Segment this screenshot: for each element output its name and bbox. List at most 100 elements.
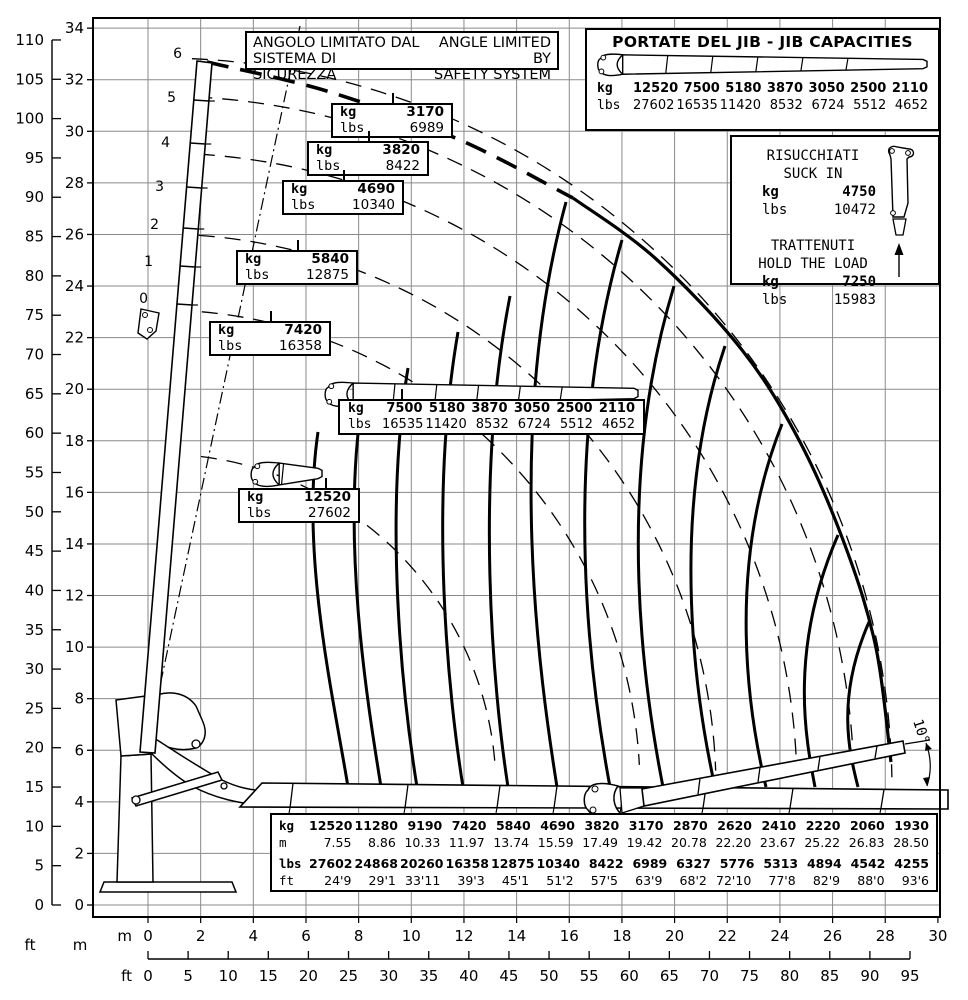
extension-curve	[311, 431, 350, 788]
axis-tick-label: 28	[65, 174, 84, 192]
table-cell: 5512	[853, 98, 887, 113]
axis-tick-label: 15	[259, 967, 278, 985]
axis-tick-label: 85	[25, 228, 44, 246]
axis-tick-label: 70	[25, 346, 44, 364]
left-m-unit-label: m	[73, 936, 88, 954]
axis-tick-label: 2	[196, 927, 206, 945]
axis-tick-label: 8	[354, 927, 364, 945]
table-cell: 27602	[633, 98, 675, 113]
boom-extension-mark: 1	[144, 254, 153, 270]
boom-extension-mark: 6	[173, 46, 182, 62]
lbs-label: lbs	[291, 196, 316, 213]
bottom-ft-unit-label: ft	[121, 967, 132, 985]
table-cell: 2870	[672, 818, 708, 833]
extension-curve	[352, 401, 383, 788]
extension-curve	[636, 285, 676, 788]
load-arc	[198, 153, 798, 768]
axis-tick-label: 35	[25, 621, 44, 639]
table-cell: 6989	[632, 856, 668, 871]
axis-tick-label: 95	[900, 967, 919, 985]
jib-capacities-lbs-row: lbs 27602 16535 11420 8532 6724 5512 4652	[595, 97, 930, 114]
suck-in-lbs-value: 10472	[833, 202, 876, 218]
jib-icon-12520	[250, 461, 323, 488]
table-cell: 1930	[894, 818, 929, 833]
label-tick	[392, 93, 394, 103]
outreach-kg-row: kg 12520 11280 9190 7420 5840 4690 3820 3170 2870…	[277, 817, 931, 834]
safety-note-italian: ANGOLO LIMITATO DAL SISTEMA DI SICUREZZA	[253, 35, 420, 83]
table-cell: 23.67	[759, 835, 796, 850]
axis-tick-label: 55	[580, 967, 599, 985]
table-cell: 4894	[806, 856, 842, 871]
axis-tick-label: 25	[25, 699, 44, 717]
axis-tick-label: 20	[25, 739, 44, 757]
kg-label: kg	[245, 251, 262, 267]
axis-tick-label: 34	[65, 19, 84, 37]
table-cell: 25.22	[804, 835, 841, 850]
suck-in-kg-value: 4750	[842, 184, 876, 200]
kg-value: 3170	[406, 104, 444, 120]
axis-tick-label: 0	[34, 896, 44, 914]
table-cell: 2410	[761, 818, 797, 833]
table-cell: 82'9	[812, 873, 841, 888]
axis-tick-label: 90	[25, 188, 44, 206]
table-cell: 20.78	[671, 835, 707, 850]
crane-part	[116, 753, 154, 883]
table-cell: 3050	[808, 81, 845, 96]
table-cell: 5776	[719, 856, 755, 871]
table-cell: 6327	[676, 856, 711, 871]
table-cell: 63'9	[635, 873, 663, 888]
axis-tick-label: 22	[718, 927, 737, 945]
vertical-jib-icon	[888, 145, 915, 277]
kg-label: kg	[291, 181, 308, 197]
axis-tick-label: 12	[454, 927, 473, 945]
table-cell: 6724	[517, 417, 551, 432]
boom-extension-mark: 3	[155, 179, 164, 195]
table-cell: 16535	[382, 417, 424, 432]
table-cell: 10340	[536, 856, 581, 871]
safety-note-english: ANGLE LIMITED BY SAFETY SYSTEM	[420, 35, 551, 83]
outreach-m-row: m 7.55 8.86 10.33 11.97 13.74 15.59 17.49 19.42 2…	[277, 834, 931, 851]
axis-tick-label: 10	[65, 638, 84, 656]
bottom-m-unit-label: m	[117, 927, 132, 945]
row-label: ft	[279, 873, 295, 888]
table-cell: 3050	[513, 401, 550, 416]
lbs-label: lbs	[245, 266, 270, 283]
capacity-envelope	[206, 60, 893, 763]
axis-tick-label: 40	[459, 967, 478, 985]
table-cell: 5313	[763, 856, 799, 871]
kg-value: 12520	[304, 489, 351, 505]
capacity-label-3820: kg 3820 lbs 8422	[307, 131, 429, 176]
axis-tick-label: 24	[65, 277, 84, 295]
hold-load-label-en: HOLD THE LOAD	[758, 256, 868, 272]
table-cell: 12520	[633, 81, 679, 96]
lbs-label: lbs	[340, 119, 365, 136]
table-cell: 3820	[584, 818, 620, 833]
table-cell: 39'3	[457, 873, 485, 888]
vertical-load-text: RISUCCHIATI SUCK IN kg 4750 lbs 10472 TR…	[740, 147, 886, 309]
axis-tick-label: 30	[25, 660, 44, 678]
inline-kg-row: kg 7500 5180 3870 3050 2500 2110	[346, 401, 637, 417]
table-cell: 29'1	[368, 873, 396, 888]
lbs-value: 16358	[279, 337, 322, 354]
kg-label: kg	[762, 184, 779, 200]
axis-tick-label: 25	[339, 967, 358, 985]
safety-note-it-line2: SISTEMA DI SICUREZZA	[253, 51, 337, 83]
jib-capacities-box: PORTATE DEL JIB - JIB CAPACITIES kg 12520…	[585, 28, 940, 131]
jib-bracket	[137, 308, 160, 340]
boom-extension-mark: 5	[167, 90, 176, 106]
label-tick	[297, 240, 299, 250]
table-cell: 26.83	[848, 835, 885, 850]
table-cell: 5840	[495, 818, 531, 833]
table-cell: 2060	[849, 818, 885, 833]
crane-illustration	[98, 60, 949, 893]
table-cell: 4652	[601, 417, 635, 432]
row-label: lbs	[279, 856, 302, 871]
axis-tick-label: 35	[419, 967, 438, 985]
table-cell: 88'0	[857, 873, 885, 888]
axis-tick-label: 75	[25, 306, 44, 324]
axis-tick-label: 22	[65, 329, 84, 347]
suck-in-lbs-row: lbs 10472	[740, 201, 886, 219]
table-cell: 16535	[676, 98, 718, 113]
jib-body	[621, 54, 928, 75]
axis-tick-label: 110	[15, 31, 44, 49]
